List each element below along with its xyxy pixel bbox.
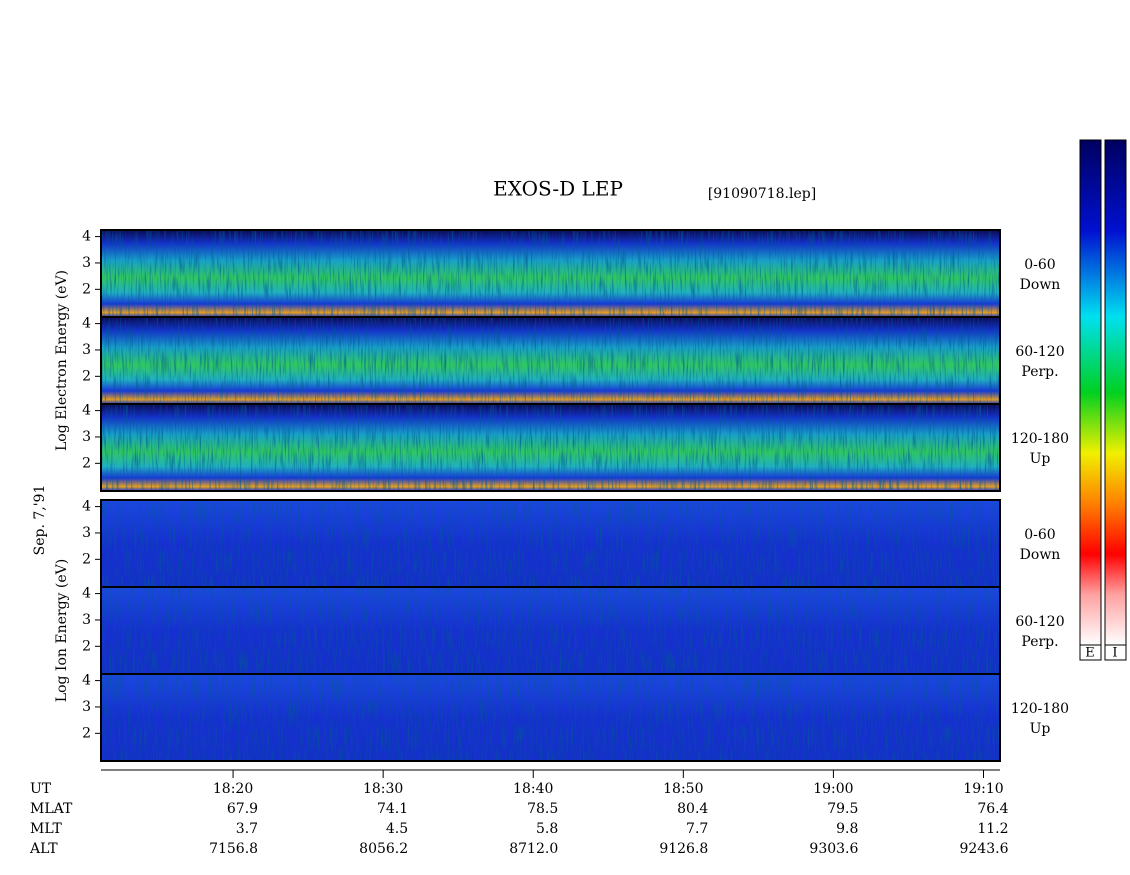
panel-label: Down [1020,547,1061,563]
row-value: 67.9 [227,801,258,817]
y-tick-label: 3 [82,255,91,271]
panel-label: Up [1030,721,1051,737]
spectrogram-noise [101,317,1000,404]
y-tick-label: 4 [82,586,91,602]
y-tick-label: 3 [82,612,91,628]
panel-frame [100,403,1001,492]
panel-label: 120-180 [1011,701,1069,717]
colorbar-label: E [1085,646,1095,661]
panel-label: Perp. [1021,634,1058,650]
y-tick-label: 4 [82,229,91,245]
y-axis-label: Log Electron Energy (eV) [54,270,70,451]
colorbar-label: I [1112,646,1117,661]
spectrogram-noise [101,500,1000,587]
chart-title: EXOS-D LEP [493,177,623,201]
row-label: ALT [29,841,58,857]
y-tick-label: 2 [82,368,91,384]
row-value: 7.7 [686,821,708,837]
row-value: 3.7 [236,821,258,837]
y-tick-label: 3 [82,525,91,541]
y-tick-label: 2 [82,281,91,297]
colorbar-box [1104,644,1127,661]
chart-subtitle: [91090718.lep] [708,186,816,202]
y-tick-label: 4 [82,316,91,332]
panel-label: 0-60 [1024,527,1055,543]
colorbar [1104,139,1127,646]
x-tick-label: 18:20 [213,781,253,797]
x-tick-label: 18:30 [363,781,403,797]
y-tick-label: 4 [82,403,91,419]
spectrogram-noise [101,230,1000,317]
row-value: 76.4 [977,801,1008,817]
y-tick-label: 3 [82,342,91,358]
x-axis-label: UT [30,781,52,797]
x-tick-label: 19:00 [813,781,853,797]
row-value: 80.4 [677,801,708,817]
row-value: 78.5 [527,801,558,817]
panel-label: Up [1030,451,1051,467]
y-tick-label: 2 [82,551,91,567]
x-tick-label: 18:40 [513,781,553,797]
spectrogram-noise [101,587,1000,674]
y-tick-label: 3 [82,429,91,445]
spectrogram-noise [101,674,1000,761]
colorbar-box [1079,644,1102,661]
panel-label: 60-120 [1015,344,1064,360]
row-value: 7156.8 [209,841,258,857]
row-label: MLT [30,821,62,837]
row-label: MLAT [30,801,73,817]
panel-label: Perp. [1021,364,1058,380]
row-value: 5.8 [536,821,558,837]
date-label: Sep. 7,'91 [32,485,48,556]
y-axis-label: Log Ion Energy (eV) [54,559,70,702]
spectrogram-noise [101,404,1000,491]
panel-label: 0-60 [1024,257,1055,273]
panel-frame [100,673,1001,762]
row-value: 8056.2 [359,841,408,857]
y-tick-label: 2 [82,455,91,471]
row-value: 9.8 [836,821,858,837]
panel-label: 60-120 [1015,614,1064,630]
x-tick-label: 18:50 [663,781,703,797]
row-value: 11.2 [977,821,1008,837]
colorbar [1079,139,1102,646]
row-value: 79.5 [827,801,858,817]
row-value: 9303.6 [809,841,858,857]
y-tick-label: 2 [82,638,91,654]
row-value: 74.1 [377,801,408,817]
panel-label: Down [1020,277,1061,293]
panel-label: 120-180 [1011,431,1069,447]
y-tick-label: 4 [82,673,91,689]
y-tick-label: 4 [82,499,91,515]
x-tick-label: 19:10 [963,781,1003,797]
row-value: 8712.0 [509,841,558,857]
y-tick-label: 2 [82,725,91,741]
y-tick-label: 3 [82,699,91,715]
row-value: 4.5 [386,821,408,837]
row-value: 9243.6 [959,841,1008,857]
row-value: 9126.8 [659,841,708,857]
